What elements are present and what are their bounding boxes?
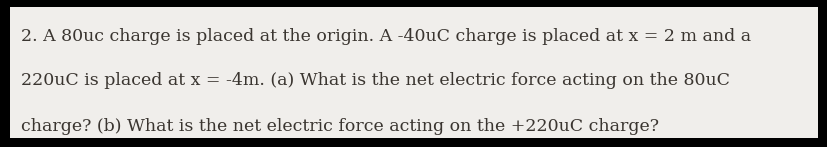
FancyBboxPatch shape (10, 7, 817, 138)
Text: 220uC is placed at x = -4m. (a) What is the net electric force acting on the 80u: 220uC is placed at x = -4m. (a) What is … (21, 72, 729, 89)
Text: 2. A 80uc charge is placed at the origin. A -40uC charge is placed at x = 2 m an: 2. A 80uc charge is placed at the origin… (21, 28, 750, 45)
Text: charge? (b) What is the net electric force acting on the +220uC charge?: charge? (b) What is the net electric for… (21, 118, 658, 135)
